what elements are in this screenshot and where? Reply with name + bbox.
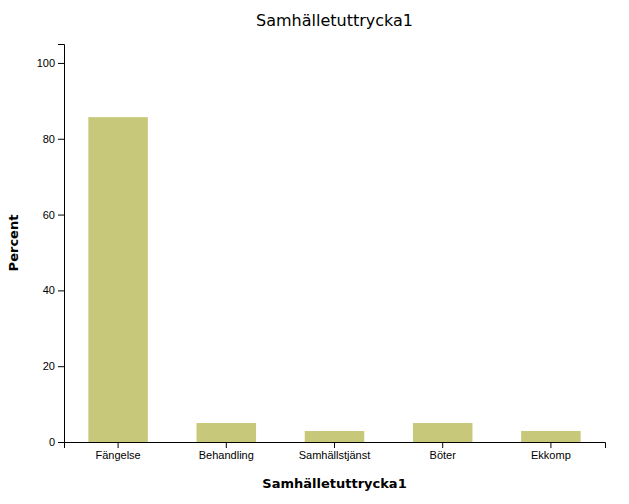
tick: Ekkomp bbox=[531, 442, 571, 461]
tick-mark bbox=[58, 215, 64, 216]
tick: 40 bbox=[43, 284, 64, 296]
tick: Böter bbox=[430, 442, 457, 461]
tick: Fängelse bbox=[95, 442, 140, 461]
bar bbox=[521, 431, 581, 442]
tick: 0 bbox=[49, 436, 64, 448]
tick-mark bbox=[58, 366, 64, 367]
y-axis: 0 20 40 60 80 100 bbox=[37, 45, 65, 449]
bars bbox=[88, 117, 580, 442]
tick-label: Fängelse bbox=[95, 449, 140, 461]
axis-line bbox=[65, 443, 606, 449]
tick-label: Ekkomp bbox=[531, 449, 571, 461]
tick: 60 bbox=[43, 209, 64, 221]
tick-label: Böter bbox=[430, 449, 457, 461]
tick-mark bbox=[58, 442, 64, 443]
tick-label: 100 bbox=[37, 57, 55, 69]
tick-label: Samhällstjänst bbox=[299, 449, 371, 461]
bar bbox=[197, 423, 257, 442]
bar bbox=[88, 117, 148, 442]
plot: Fängelse Behandling Samhällstjänst Böter Ekk… bbox=[37, 45, 606, 461]
title: Samhälletuttrycka1 bbox=[256, 11, 413, 30]
tick: 20 bbox=[43, 360, 64, 372]
bar bbox=[305, 431, 365, 442]
tick-mark bbox=[550, 442, 551, 448]
tick: 100 bbox=[37, 57, 64, 69]
tick-mark bbox=[58, 63, 64, 64]
axis-line bbox=[58, 45, 65, 443]
tick-label: 60 bbox=[43, 209, 55, 221]
x-axis-label: Samhälletuttrycka1 bbox=[262, 476, 406, 491]
tick-label: 20 bbox=[43, 360, 55, 372]
tick-mark bbox=[58, 139, 64, 140]
tick-label: Behandling bbox=[199, 449, 254, 461]
x-axis: Fängelse Behandling Samhällstjänst Böter Ekk… bbox=[65, 442, 606, 461]
tick: Behandling bbox=[199, 442, 254, 461]
tick-mark bbox=[118, 442, 119, 448]
tick-mark bbox=[334, 442, 335, 448]
tick-label: 0 bbox=[49, 436, 55, 448]
tick-mark bbox=[58, 290, 64, 291]
chart: Fängelse Behandling Samhällstjänst Böter Ekk… bbox=[0, 0, 629, 504]
tick-label: 80 bbox=[43, 133, 55, 145]
tick-mark bbox=[442, 442, 443, 448]
tick: Samhällstjänst bbox=[299, 442, 371, 461]
tick-mark bbox=[226, 442, 227, 448]
tick-label: 40 bbox=[43, 284, 55, 296]
y-axis-label: Percent bbox=[6, 215, 21, 272]
tick: 80 bbox=[43, 133, 64, 145]
bar bbox=[413, 423, 473, 442]
